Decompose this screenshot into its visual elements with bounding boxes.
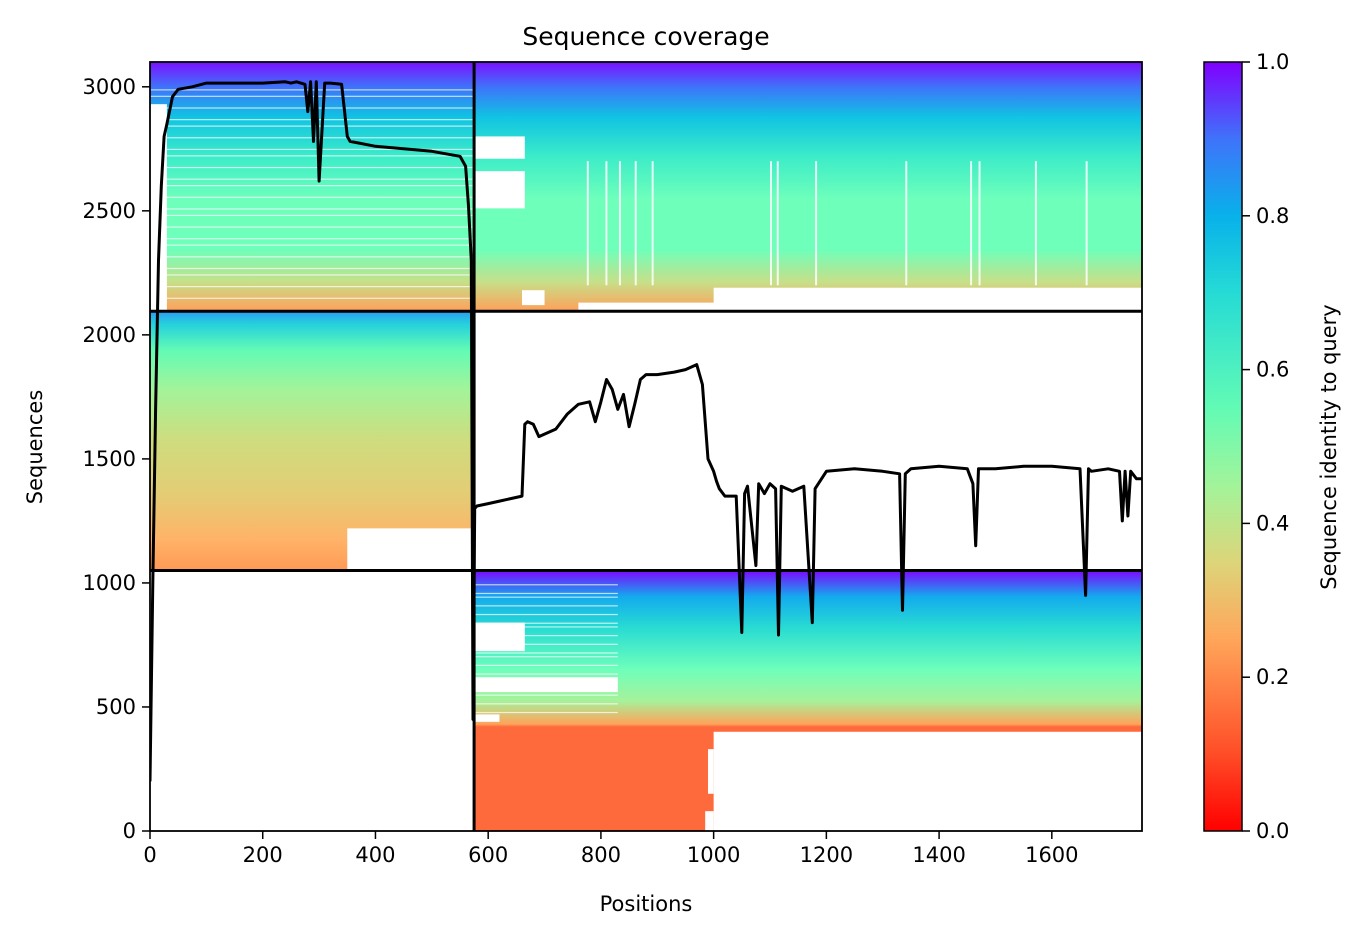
x-tick-label: 600 <box>468 843 508 867</box>
y-tick-label: 1000 <box>83 571 136 595</box>
y-tick-label: 0 <box>123 819 136 843</box>
row-gap <box>474 664 618 666</box>
x-tick-label: 0 <box>143 843 156 867</box>
colorbar: 0.0 0.2 0.4 0.6 0.8 1.0 Sequence identity to … <box>1203 50 1341 843</box>
row-gap <box>474 643 618 645</box>
y-tick-label: 500 <box>96 695 136 719</box>
x-tick-label: 1600 <box>1025 843 1078 867</box>
colorbar-ticks: 0.0 0.2 0.4 0.6 0.8 1.0 <box>1242 50 1289 843</box>
row-gap <box>474 703 618 705</box>
colorbar-tick-label: 1.0 <box>1256 50 1289 74</box>
y-tick-label: 2000 <box>83 323 136 347</box>
column-gap <box>586 161 589 286</box>
row-gap <box>474 596 618 598</box>
colorbar-tick-label: 0.4 <box>1256 511 1289 535</box>
y-tick-label: 1500 <box>83 447 136 471</box>
gap-region <box>578 302 1142 312</box>
gap-region <box>474 677 618 693</box>
row-gap <box>474 584 618 586</box>
heatmap-block-0-1 <box>474 62 1142 312</box>
row-gap <box>474 592 618 595</box>
column-gap <box>978 161 981 286</box>
row-gap <box>150 244 475 246</box>
colorbar-tick-label: 0.8 <box>1256 204 1289 228</box>
column-gap <box>905 161 908 286</box>
row-gap <box>150 178 475 180</box>
row-gap <box>474 622 618 624</box>
gap-region <box>474 136 525 159</box>
column-gap <box>815 161 818 286</box>
row-gap <box>474 626 618 628</box>
row-gap <box>150 214 475 217</box>
row-gap <box>474 635 618 637</box>
gap-region <box>708 749 714 794</box>
column-gap <box>651 161 654 286</box>
row-gap <box>150 286 475 288</box>
x-axis-label: Positions <box>600 892 693 916</box>
plot-frame <box>149 61 1143 832</box>
row-gap <box>150 148 475 151</box>
x-tick-label: 200 <box>243 843 283 867</box>
column-gap <box>618 161 621 286</box>
row-gap <box>150 196 475 198</box>
row-gap <box>474 652 618 654</box>
heatmap-gaps <box>150 89 1142 831</box>
column-gap <box>605 161 608 286</box>
x-axis: 0 200 400 600 800 1000 1200 1400 1600 <box>143 831 1079 867</box>
column-gap <box>770 161 772 286</box>
plot-area <box>149 61 1143 832</box>
x-tick-label: 1200 <box>800 843 853 867</box>
row-gap <box>150 256 475 258</box>
heatmap-block-1-0 <box>150 311 475 571</box>
gap-region <box>713 731 1142 831</box>
y-tick-label: 2500 <box>83 199 136 223</box>
colorbar-bar <box>1203 61 1243 832</box>
row-gap <box>474 711 618 714</box>
row-gap <box>474 685 618 688</box>
chart-title: Sequence coverage <box>522 22 769 51</box>
y-axis: 0 500 1000 1500 2000 2500 3000 <box>83 75 150 843</box>
row-gap <box>150 185 475 187</box>
x-tick-label: 1400 <box>912 843 965 867</box>
column-gap <box>1085 161 1088 286</box>
gap-region <box>474 171 525 209</box>
row-gap <box>474 694 618 696</box>
row-gap <box>474 605 618 607</box>
row-gap <box>474 613 618 616</box>
coverage-line <box>150 80 1142 782</box>
row-gap <box>150 297 475 299</box>
gap-region <box>705 811 714 831</box>
row-gap <box>474 682 618 684</box>
x-tick-label: 800 <box>581 843 621 867</box>
row-gap <box>150 267 475 270</box>
row-gap <box>474 673 618 675</box>
row-gap <box>150 208 475 210</box>
row-gap <box>150 155 475 157</box>
colorbar-label: Sequence identity to query <box>1317 304 1341 589</box>
x-tick-label: 400 <box>355 843 395 867</box>
x-tick-label: 1000 <box>687 843 740 867</box>
y-tick-label: 3000 <box>83 75 136 99</box>
colorbar-tick-label: 0.0 <box>1256 819 1289 843</box>
gap-region <box>522 290 545 306</box>
y-axis-label: Sequences <box>23 390 47 505</box>
row-gap <box>150 238 475 240</box>
column-gap <box>970 161 973 286</box>
row-gap <box>150 226 475 228</box>
colorbar-tick-label: 0.6 <box>1256 358 1289 382</box>
gap-region <box>474 714 500 722</box>
gap-region <box>347 528 475 571</box>
row-gap <box>474 656 618 658</box>
column-gap <box>776 161 779 286</box>
row-gap <box>150 166 475 169</box>
colorbar-tick-label: 0.2 <box>1256 665 1289 689</box>
column-gap <box>634 161 637 286</box>
column-gap <box>1034 161 1037 286</box>
row-gap <box>150 274 475 276</box>
